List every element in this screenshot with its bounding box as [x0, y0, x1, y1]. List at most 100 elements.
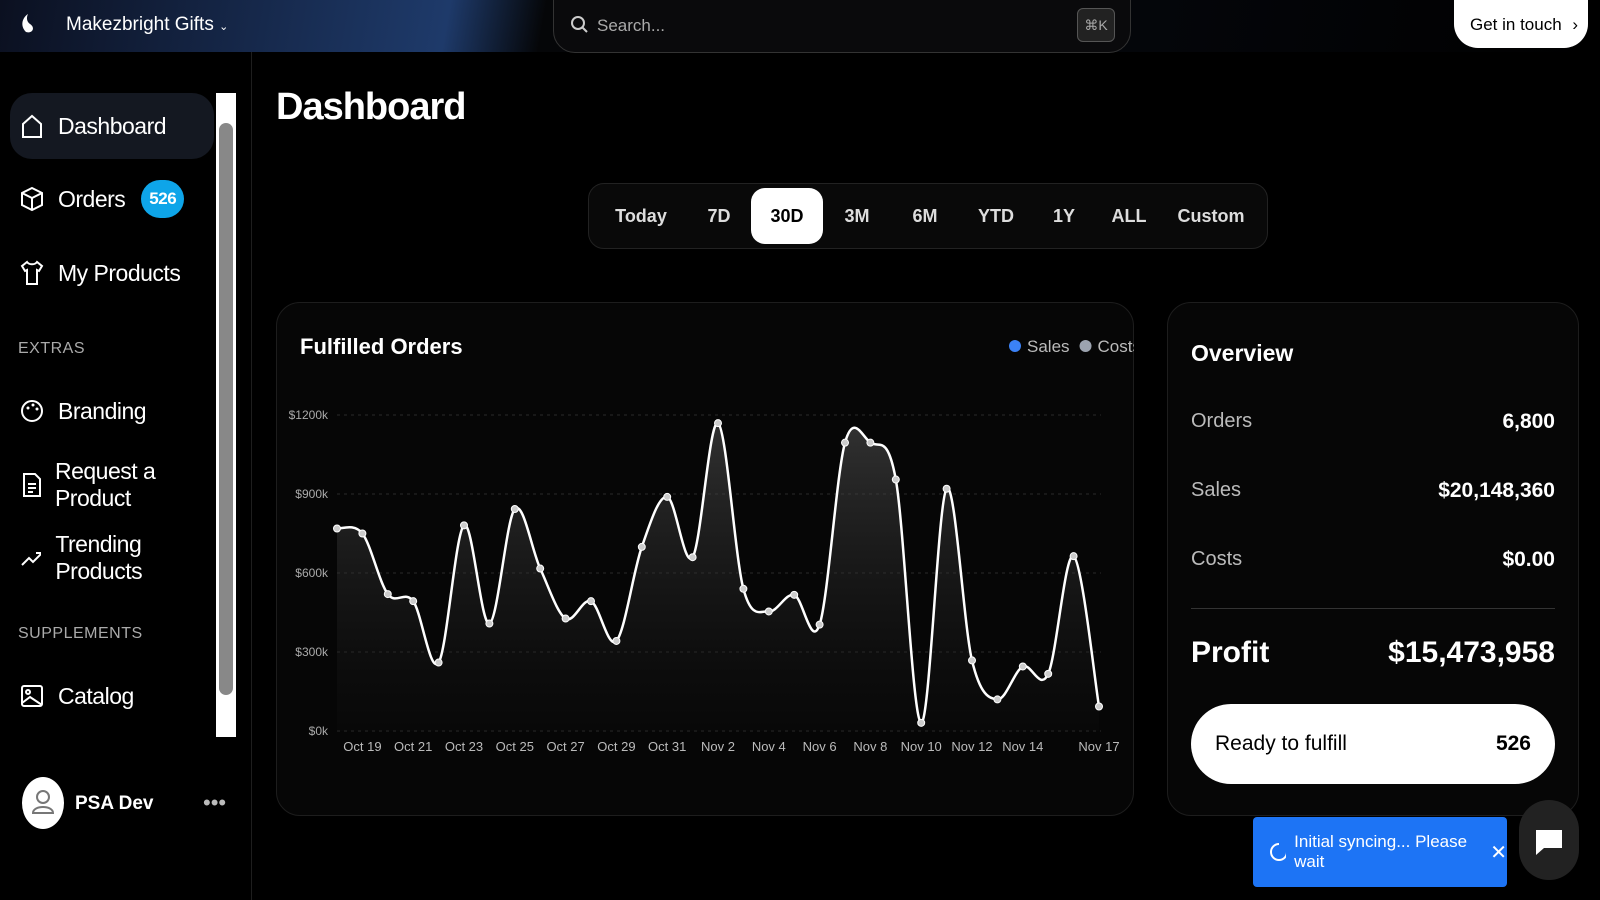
overview-title: Overview — [1191, 340, 1294, 366]
user-name: PSA Dev — [75, 793, 154, 814]
row-label: Sales — [1191, 479, 1242, 501]
x-tick-label: Nov 12 — [951, 739, 992, 754]
point — [993, 695, 1002, 704]
x-tick-label: Nov 2 — [701, 739, 735, 754]
icon — [21, 400, 43, 422]
icon — [22, 114, 42, 138]
point — [383, 590, 392, 599]
point — [434, 658, 443, 667]
range-button[interactable]: 3M — [844, 206, 870, 226]
range-button[interactable]: 7D — [707, 206, 731, 226]
row-value: $0.00 — [1502, 548, 1555, 571]
nav-request[interactable]: Request a Product — [10, 452, 214, 518]
search-box[interactable]: Search... ⌘K — [553, 0, 1131, 53]
row-label: Costs — [1191, 548, 1243, 570]
point — [917, 718, 926, 727]
legend-label: Sales — [1027, 337, 1070, 356]
overview-row: Orders 6,800 — [1191, 410, 1555, 434]
range-button[interactable]: 6M — [912, 206, 938, 226]
point — [663, 492, 672, 501]
range-button[interactable]: 1Y — [1052, 206, 1076, 226]
point — [612, 636, 621, 645]
point — [333, 524, 341, 533]
y-tick-label: $0k — [309, 724, 329, 738]
chat-button[interactable] — [1519, 800, 1579, 880]
brand-switcher[interactable]: Makezbright Gifts ⌄ — [66, 14, 229, 35]
profit-value: $15,473,958 — [1388, 636, 1555, 669]
point — [460, 521, 468, 530]
range-button[interactable]: ALL — [1111, 206, 1147, 226]
nav-label: Dashboard — [58, 112, 167, 139]
nav-label: My Products — [58, 259, 181, 286]
line — [336, 421, 1101, 725]
point — [891, 475, 900, 484]
ready-value: 526 — [1495, 732, 1531, 755]
page-title: Dashboard — [276, 86, 466, 128]
cta-label: Get in touch — [1470, 15, 1562, 34]
section-title: EXTRAS — [18, 340, 86, 357]
x-tick-label: Oct 23 — [445, 739, 483, 754]
x-tick-label: Oct 31 — [648, 739, 686, 754]
point — [1018, 662, 1027, 671]
point — [510, 505, 519, 514]
spinner — [1270, 843, 1287, 861]
row-value: 6,800 — [1502, 410, 1555, 433]
point — [561, 614, 570, 623]
x-tick-label: Nov 14 — [1002, 739, 1043, 754]
range-button[interactable]: Custom — [1177, 206, 1245, 226]
legend-swatch — [1079, 340, 1092, 352]
scrollbar[interactable] — [216, 93, 236, 737]
nav-products[interactable]: My Products — [10, 240, 214, 306]
x-tick-label: Oct 29 — [597, 739, 635, 754]
section-title: SUPPLEMENTS — [18, 625, 143, 642]
icon — [23, 473, 41, 497]
point — [637, 542, 646, 551]
shortcut-key: ⌘K — [1077, 8, 1115, 42]
x-tick-label: Nov 6 — [803, 739, 837, 754]
get-in-touch-button[interactable]: Get in touch › — [1454, 0, 1588, 48]
logo — [22, 14, 33, 33]
point — [358, 529, 367, 538]
overview-row: Costs $0.00 — [1191, 548, 1555, 572]
range-button[interactable]: Today — [615, 206, 667, 226]
row-label: Orders — [1191, 410, 1253, 432]
range-button[interactable]: 30D — [751, 188, 823, 244]
nav-label: Orders — [58, 185, 126, 212]
profit-row: Profit $15,473,958 — [1191, 636, 1555, 670]
range-button[interactable]: YTD — [978, 206, 1014, 226]
avatar[interactable] — [22, 777, 64, 829]
orders-badge: 526 — [141, 180, 185, 218]
point — [714, 419, 722, 428]
nav-label: Request a Product — [54, 458, 156, 511]
area — [337, 423, 1099, 731]
y-tick-label: $1200k — [289, 408, 329, 422]
ready-button[interactable]: Ready to fulfill 526 — [1191, 704, 1555, 784]
point — [536, 564, 545, 573]
nav-orders[interactable]: Orders 526 — [10, 166, 214, 232]
point — [968, 656, 976, 665]
nav-branding[interactable]: Branding — [10, 378, 214, 444]
user-menu[interactable]: ••• — [203, 790, 227, 815]
overview-row: Sales $20,148,360 — [1191, 479, 1555, 503]
brand: Makezbright Gifts — [66, 14, 214, 35]
nav-dashboard[interactable]: Dashboard — [10, 93, 214, 159]
point — [866, 438, 875, 447]
nav-catalog[interactable]: Catalog — [10, 663, 214, 729]
icon — [21, 552, 42, 566]
point — [942, 484, 951, 493]
icon — [21, 186, 43, 212]
chart: Fulfilled Orders $0k $300k $600k $900k $1200… — [289, 334, 1134, 754]
point — [739, 584, 748, 593]
point — [1095, 702, 1103, 711]
sidebar-divider — [251, 52, 252, 900]
nav-trending[interactable]: Trending Products — [10, 525, 214, 591]
x-tick-label: Nov 17 — [1078, 739, 1119, 754]
ready-label: Ready to fulfill — [1215, 732, 1347, 755]
chat-icon — [1536, 830, 1562, 855]
toast-close[interactable]: ✕ — [1490, 841, 1507, 864]
divider — [1191, 608, 1555, 609]
icon — [21, 685, 43, 707]
range-selector: Today 7D 30D 3M 6M YTD 1Y ALL Custom — [588, 183, 1268, 249]
toast: Initial syncing... Please wait ✕ — [1253, 817, 1507, 887]
